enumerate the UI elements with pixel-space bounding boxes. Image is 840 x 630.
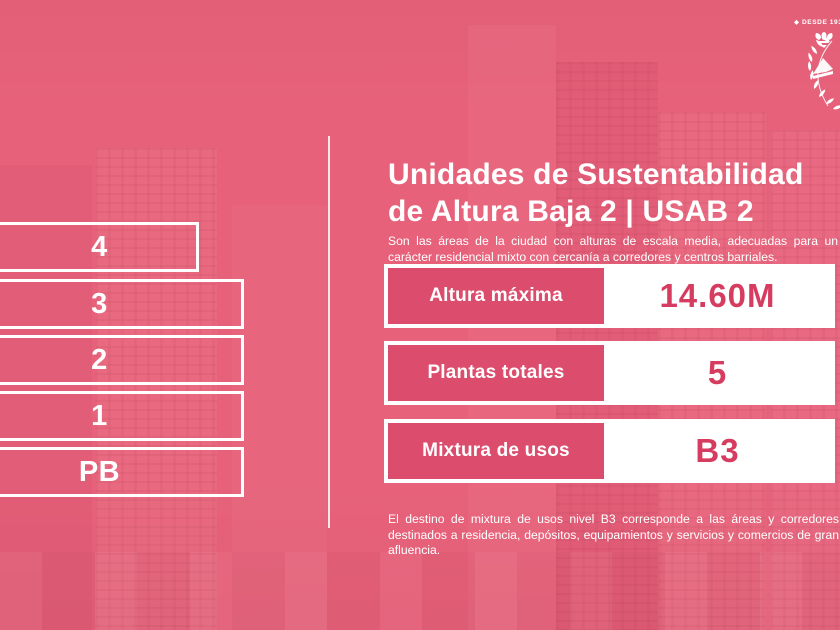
stat-label: Plantas totales xyxy=(427,362,565,383)
stat-label-box: Altura máxima xyxy=(388,268,604,324)
page-title-line1: Unidades de Sustentabilidad xyxy=(388,158,804,192)
stat-row-plantas-totales: Plantas totales 5 xyxy=(384,341,835,405)
page-title: Unidades de Sustentabilidad de Altura Baj… xyxy=(388,156,840,230)
floor-label: 1 xyxy=(91,399,108,432)
intro-description: Son las áreas de la ciudad con alturas d… xyxy=(388,234,838,264)
stat-value: 5 xyxy=(707,354,728,391)
page-title-line2: de Altura Baja 2 | USAB 2 xyxy=(388,195,754,229)
floor-box-4: 4 xyxy=(0,222,199,272)
floor-label: 4 xyxy=(91,230,108,263)
stat-label: Altura máxima xyxy=(429,285,563,306)
stat-value: B3 xyxy=(695,432,740,469)
vertical-divider xyxy=(328,136,330,528)
floor-box-pb: PB xyxy=(0,447,244,497)
floor-label: PB xyxy=(78,455,121,488)
floor-label: 3 xyxy=(91,287,108,320)
stat-row-mixtura-de-usos: Mixtura de usos B3 xyxy=(384,419,835,483)
stat-label: Mixtura de usos xyxy=(422,440,570,461)
floor-box-1: 1 xyxy=(0,391,244,441)
stat-value-box: 14.60M xyxy=(604,268,831,324)
brand-tagline: ◆ DESDE 1935 ◆ xyxy=(794,19,840,26)
floor-box-2: 2 xyxy=(0,335,244,385)
laurel-wreath-icon xyxy=(778,32,840,124)
stat-value-box: 5 xyxy=(604,345,831,401)
emblem-s-icon xyxy=(813,58,833,79)
footer-note: El destino de mixtura de usos nivel B3 c… xyxy=(388,512,839,558)
brand-logo: ◆ DESDE 1935 ◆ xyxy=(778,12,840,124)
floor-label: 2 xyxy=(91,343,108,376)
stat-label-box: Mixtura de usos xyxy=(388,423,604,479)
stat-label-box: Plantas totales xyxy=(388,345,604,401)
crest-icon xyxy=(815,32,833,48)
floor-box-3: 3 xyxy=(0,279,244,329)
stat-row-altura-maxima: Altura máxima 14.60M xyxy=(384,264,835,328)
stat-value-box: B3 xyxy=(604,423,831,479)
city-base-texture xyxy=(0,552,840,630)
stat-value: 14.60M xyxy=(659,277,776,314)
